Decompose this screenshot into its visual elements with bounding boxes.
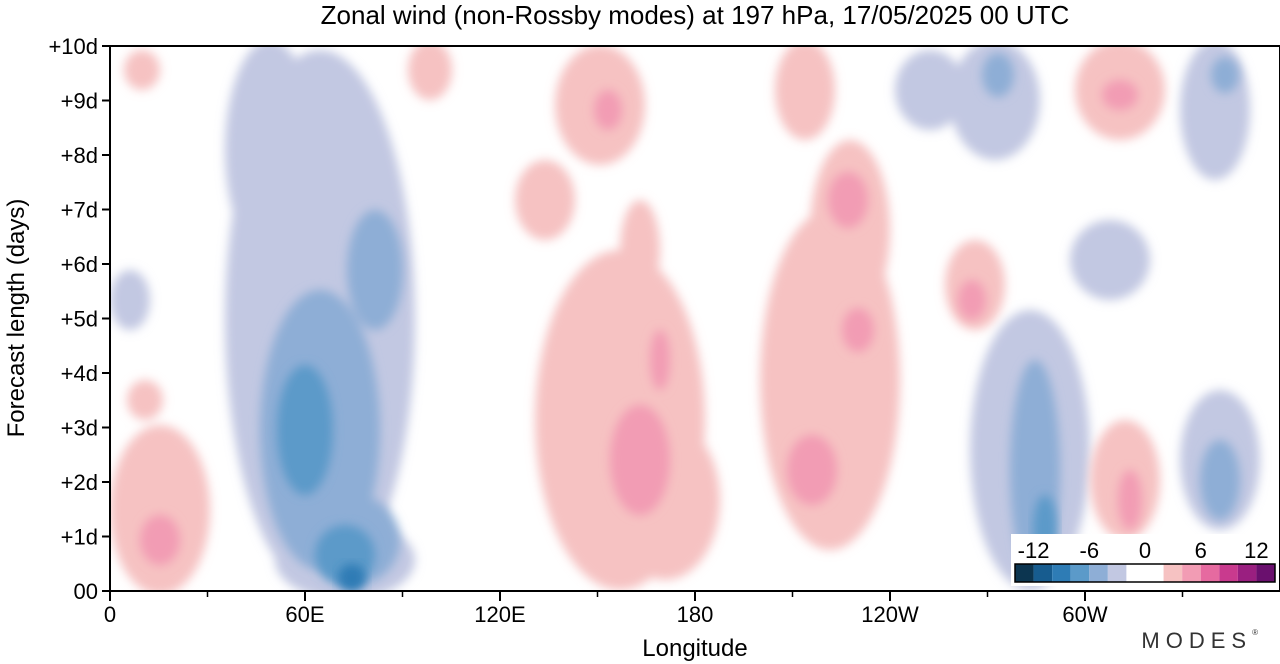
y-tick-label: +6d (61, 252, 98, 277)
colorbar-segment (1182, 564, 1201, 582)
westerly-core-120w (787, 172, 986, 505)
x-axis: 0 60E 120E 180 120W 60W (104, 591, 1184, 627)
colorbar-segment (1107, 564, 1127, 582)
y-tick-label: +2d (61, 470, 98, 495)
y-tick-label: +9d (61, 89, 98, 114)
easterly-peak-60e (338, 564, 366, 591)
y-tick-label: +8d (61, 143, 98, 168)
x-tick-label: 0 (104, 602, 116, 627)
x-axis-label: Longitude (642, 635, 747, 662)
colorbar-segment (1163, 564, 1183, 582)
x-tick-label: 180 (677, 602, 714, 627)
modes-logo: MODES® (1141, 628, 1258, 653)
y-tick-label: 00 (74, 579, 98, 604)
x-tick-label: 120W (861, 602, 919, 627)
westerly-core-dateline (594, 90, 670, 515)
colorbar-segment (1200, 564, 1220, 582)
y-tick-label: +5d (61, 307, 98, 332)
colorbar-segment (1256, 564, 1275, 582)
x-tick-label: 120E (474, 602, 525, 627)
westerly-core-60w (1102, 80, 1142, 530)
colorbar-label: -12 (1018, 538, 1050, 563)
westerly-region-0e (110, 50, 210, 591)
y-tick-label: +3d (61, 416, 98, 441)
y-tick-label: +10d (48, 34, 98, 59)
wind-field (110, 46, 1280, 591)
colorbar-segment (1126, 564, 1164, 582)
x-tick-label: 60W (1062, 602, 1107, 627)
colorbar-label: -6 (1080, 538, 1100, 563)
colorbar-segment (1052, 564, 1071, 582)
colorbar-label: 12 (1244, 538, 1268, 563)
westerly-core-0e (140, 515, 180, 565)
y-tick-label: +1d (61, 525, 98, 550)
colorbar-label: 0 (1139, 538, 1151, 563)
colorbar-frame (1014, 563, 1276, 583)
colorbar: -12 -6 0 6 12 (1011, 534, 1279, 586)
colorbar-segment (1015, 564, 1034, 582)
x-tick-label: 60E (285, 602, 324, 627)
colorbar-label: 6 (1195, 538, 1207, 563)
chart-title: Zonal wind (non-Rossby modes) at 197 hPa… (321, 0, 1070, 30)
colorbar-segment (1219, 564, 1238, 582)
colorbar-segment (1033, 564, 1053, 582)
y-axis-label: Forecast length (days) (3, 199, 30, 438)
colorbar-segment (1089, 564, 1108, 582)
colorbar-segment (1237, 564, 1257, 582)
y-tick-label: +7d (61, 198, 98, 223)
colorbar-segment (1070, 564, 1090, 582)
y-axis: 00 +1d +2d +3d +4d +5d +6d +7d +8d +9d +10d (48, 34, 110, 604)
y-tick-label: +4d (61, 361, 98, 386)
